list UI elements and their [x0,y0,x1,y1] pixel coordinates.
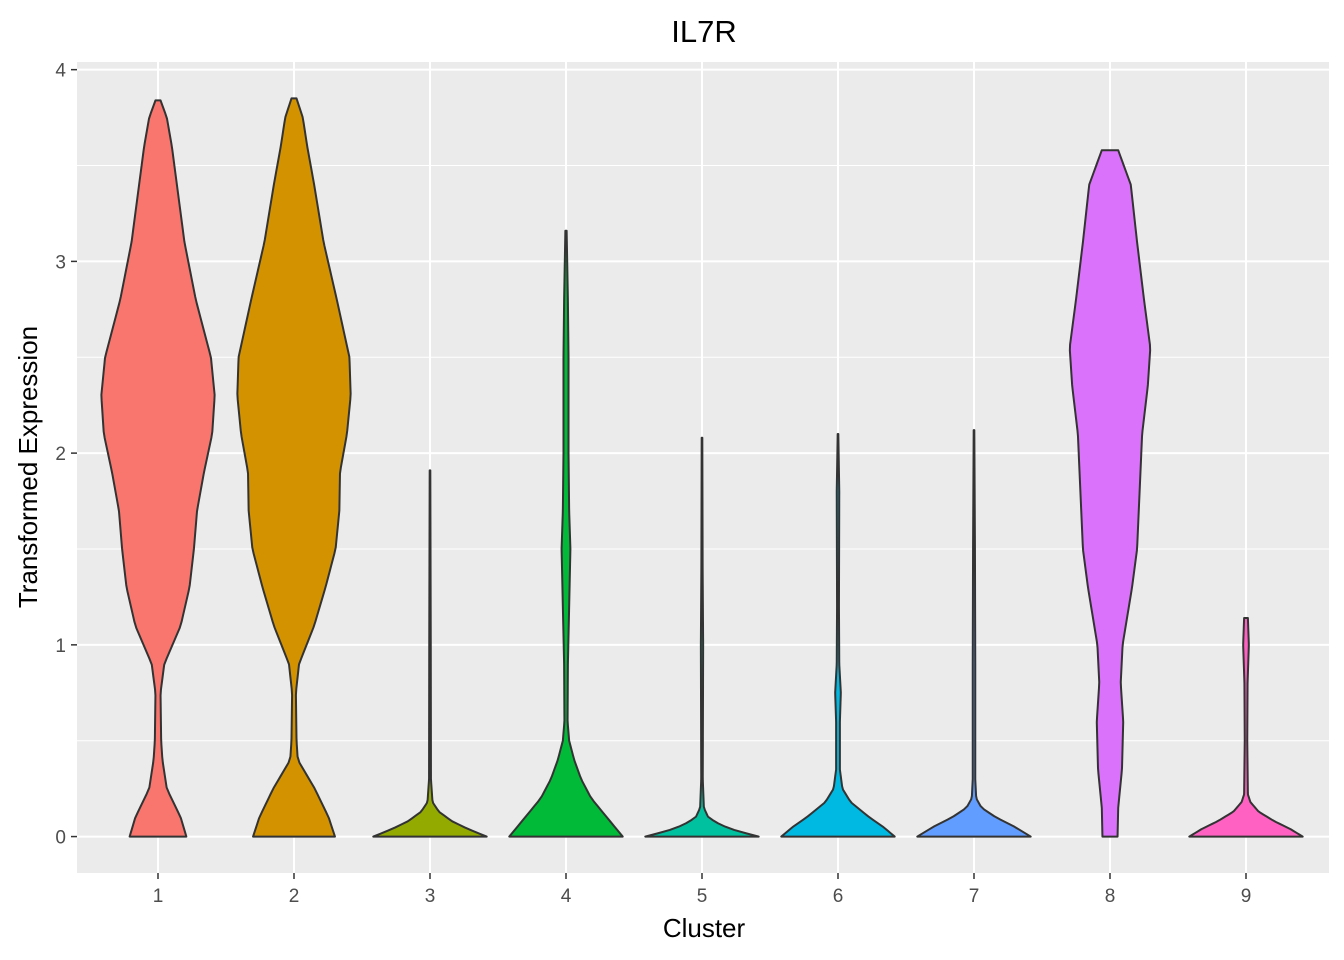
violin-cluster-1 [100,99,216,838]
x-tick-label: 8 [1105,886,1116,907]
x-axis-title: Cluster [663,913,746,943]
violin-cluster-4 [508,229,624,838]
x-axis: 1 2 3 4 5 6 7 8 9 [153,873,1252,907]
violin-cluster-5 [644,436,760,838]
x-tick-label: 4 [561,886,572,907]
y-tick-label: 4 [55,61,66,82]
y-tick-label: 1 [55,636,66,657]
violin-cluster-8 [1068,149,1152,838]
x-tick-label: 1 [153,886,164,907]
x-tick-label: 6 [833,886,844,907]
violin-cluster-3 [372,469,488,838]
x-tick-label: 5 [697,886,708,907]
violin-cluster-6 [780,432,896,838]
x-tick-label: 2 [289,886,300,907]
y-tick-label: 0 [55,828,66,849]
x-tick-label: 9 [1241,886,1252,907]
x-tick-label: 3 [425,886,436,907]
y-tick-label: 2 [55,444,66,465]
x-tick-label: 7 [969,886,980,907]
violin-cluster-7 [916,429,1032,838]
violin-cluster-9 [1188,617,1304,838]
chart-title: IL7R [671,14,736,49]
y-axis: 0 1 2 3 4 [55,61,77,849]
violin-cluster-2 [236,97,352,838]
violins [100,97,1304,838]
y-tick-label: 3 [55,252,66,273]
y-axis-title: Transformed Expression [13,326,43,608]
